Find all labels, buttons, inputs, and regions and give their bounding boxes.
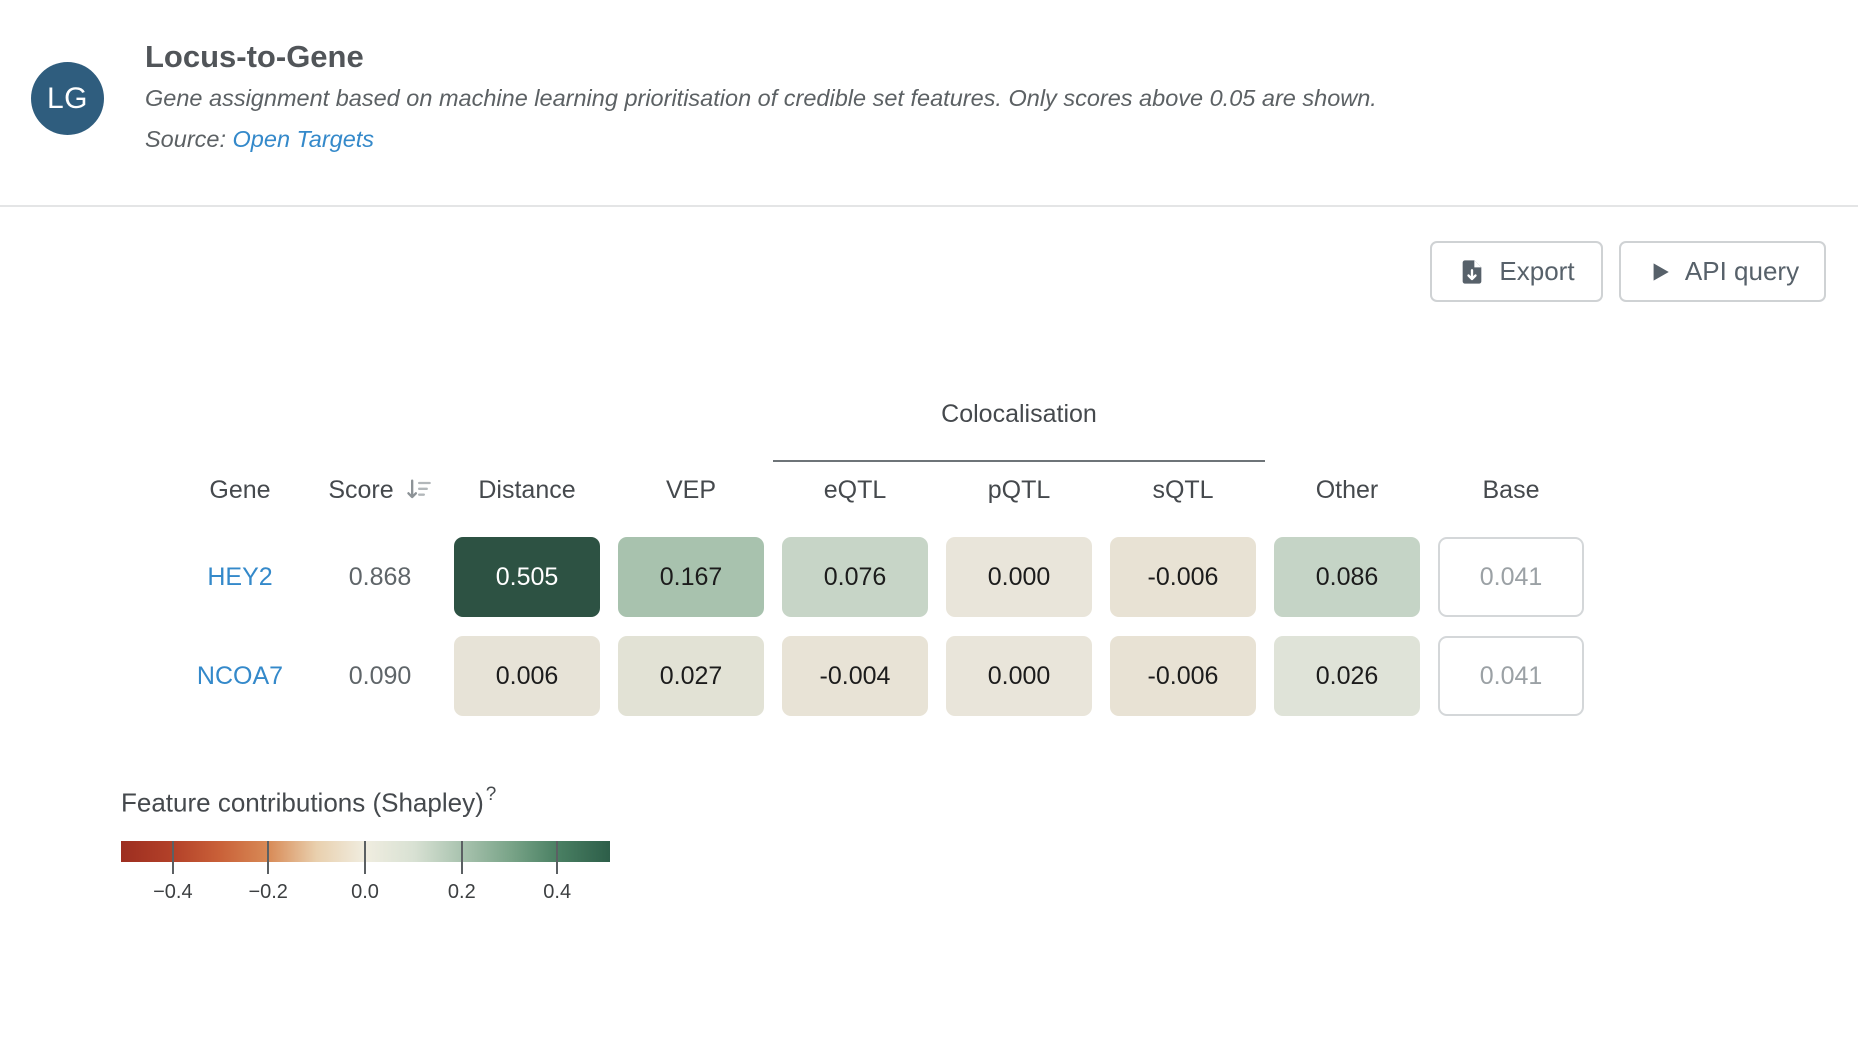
- colocalisation-group-header: Colocalisation: [773, 388, 1265, 462]
- axis-tick: [267, 840, 270, 874]
- shapley-legend: Feature contributions (Shapley)? −0.4 −0…: [121, 784, 610, 903]
- header: Locus-to-Gene Gene assignment based on m…: [145, 36, 1377, 160]
- column-header-eqtl: eQTL: [823, 475, 887, 504]
- column-header-gene: Gene: [209, 475, 271, 504]
- heatmap-cell-distance: 0.006: [454, 636, 600, 716]
- gene-link-ncoa7[interactable]: NCOA7: [196, 661, 284, 690]
- base-score-cell: 0.041: [1438, 537, 1584, 617]
- column-header-other: Other: [1315, 475, 1379, 504]
- column-header-sqtl: sQTL: [1152, 475, 1214, 504]
- axis-tick-label: 0.2: [447, 880, 476, 903]
- heatmap-cell-pqtl: 0.000: [946, 636, 1092, 716]
- locus-to-gene-avatar: LG: [31, 62, 104, 135]
- column-header-pqtl: pQTL: [987, 475, 1051, 504]
- score-value: 0.868: [348, 562, 412, 591]
- page-description: Gene assignment based on machine learnin…: [145, 85, 1377, 111]
- axis-tick: [460, 840, 463, 874]
- heatmap-cell-eqtl: -0.004: [782, 636, 928, 716]
- axis-tick: [364, 840, 366, 874]
- heatmap-cell-other: 0.086: [1274, 537, 1420, 617]
- column-header-score-label: Score: [328, 475, 394, 504]
- axis-tick-label: 0.4: [543, 880, 572, 903]
- source-link-open-targets[interactable]: Open Targets: [232, 126, 375, 152]
- heatmap-cell-vep: 0.027: [618, 636, 764, 716]
- gene-link-hey2[interactable]: HEY2: [207, 562, 273, 591]
- column-header-base: Base: [1482, 475, 1540, 504]
- axis-tick-label: 0.0: [351, 880, 379, 903]
- table-row-gene-cell: NCOA7: [165, 617, 315, 716]
- spacer: [165, 388, 315, 462]
- column-header-distance: Distance: [478, 475, 576, 504]
- l2g-score-table: Colocalisation Gene Score Distance VEP e…: [165, 388, 1593, 716]
- score-value: 0.090: [348, 661, 412, 690]
- heatmap-cell-distance: 0.505: [454, 537, 600, 617]
- column-header-score[interactable]: Score: [315, 462, 445, 518]
- base-score-cell: 0.041: [1438, 636, 1584, 716]
- heatmap-cell-pqtl: 0.000: [946, 537, 1092, 617]
- color-scale: −0.4 −0.2 0.0 0.2 0.4: [121, 840, 610, 903]
- source-line: Source: Open Targets: [145, 119, 1377, 160]
- axis-tick-label: −0.4: [153, 880, 193, 903]
- source-label: Source:: [145, 126, 233, 152]
- heatmap-cell-sqtl: -0.006: [1110, 537, 1256, 617]
- heatmap-cell-eqtl: 0.076: [782, 537, 928, 617]
- page-title: Locus-to-Gene: [145, 39, 364, 74]
- legend-title: Feature contributions (Shapley)?: [121, 784, 610, 819]
- axis-tick: [171, 840, 174, 874]
- header-divider: [0, 205, 1858, 207]
- heatmap-cell-vep: 0.167: [618, 537, 764, 617]
- export-button[interactable]: Export: [1430, 241, 1603, 302]
- play-icon: [1653, 262, 1669, 281]
- legend-title-text: Feature contributions (Shapley): [121, 787, 484, 818]
- axis-tick: [556, 840, 559, 874]
- help-icon[interactable]: ?: [485, 784, 497, 805]
- column-header-vep: VEP: [665, 475, 717, 504]
- api-query-button[interactable]: API query: [1619, 241, 1826, 302]
- heatmap-cell-other: 0.026: [1274, 636, 1420, 716]
- table-row-gene-cell: HEY2: [165, 518, 315, 617]
- export-button-label: Export: [1499, 256, 1575, 286]
- heatmap-cell-sqtl: -0.006: [1110, 636, 1256, 716]
- sort-descending-icon: [406, 479, 431, 499]
- download-file-icon: [1463, 259, 1482, 284]
- api-query-button-label: API query: [1684, 256, 1800, 286]
- axis-tick-label: −0.2: [248, 880, 288, 903]
